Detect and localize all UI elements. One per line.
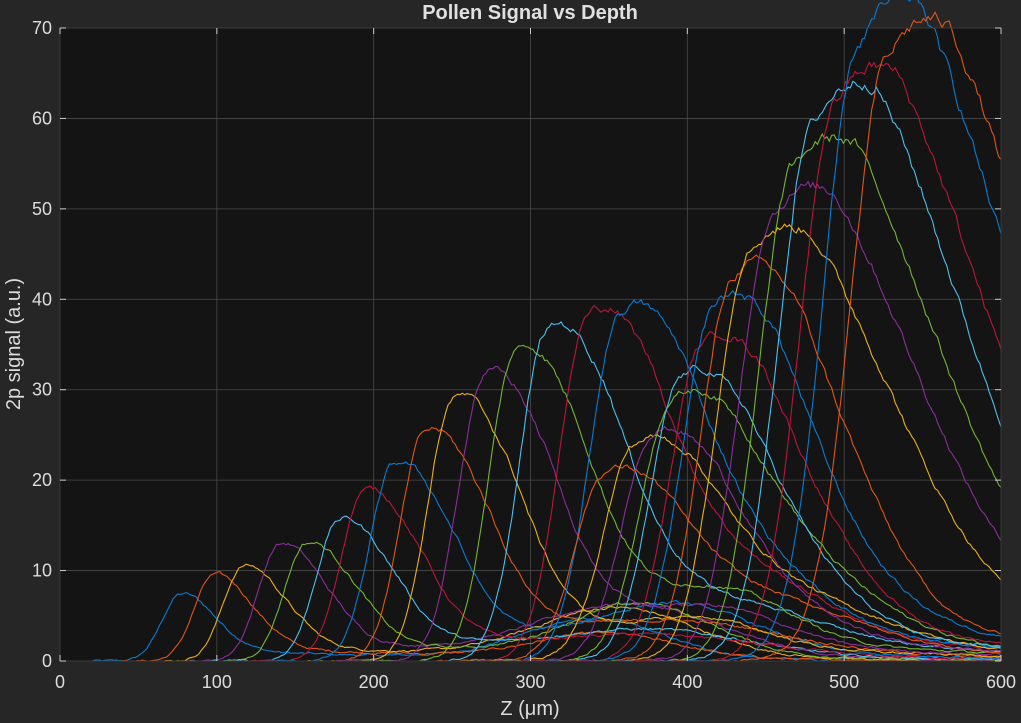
y-axis-ticks: 0 10 20 30 40 50 60 70 [32, 18, 1001, 671]
y-tick-label: 30 [32, 380, 52, 400]
x-axis-ticks: 0 100 200 300 400 500 600 [55, 28, 1016, 692]
x-tick-label: 200 [359, 672, 389, 692]
y-tick-label: 40 [32, 289, 52, 309]
x-tick-label: 400 [672, 672, 702, 692]
y-axis-label: 2p signal (a.u.) [3, 278, 25, 410]
y-tick-label: 50 [32, 199, 52, 219]
chart-title: Pollen Signal vs Depth [422, 2, 638, 24]
y-tick-label: 60 [32, 108, 52, 128]
x-tick-label: 100 [202, 672, 232, 692]
x-tick-label: 500 [829, 672, 859, 692]
x-tick-label: 300 [515, 672, 545, 692]
y-tick-label: 0 [42, 651, 52, 671]
y-tick-label: 70 [32, 18, 52, 38]
x-tick-label: 600 [986, 672, 1016, 692]
grid [60, 28, 1001, 661]
y-tick-label: 20 [32, 470, 52, 490]
y-tick-label: 10 [32, 561, 52, 581]
x-tick-label: 0 [55, 672, 65, 692]
x-axis-label: Z (μm) [500, 698, 559, 720]
